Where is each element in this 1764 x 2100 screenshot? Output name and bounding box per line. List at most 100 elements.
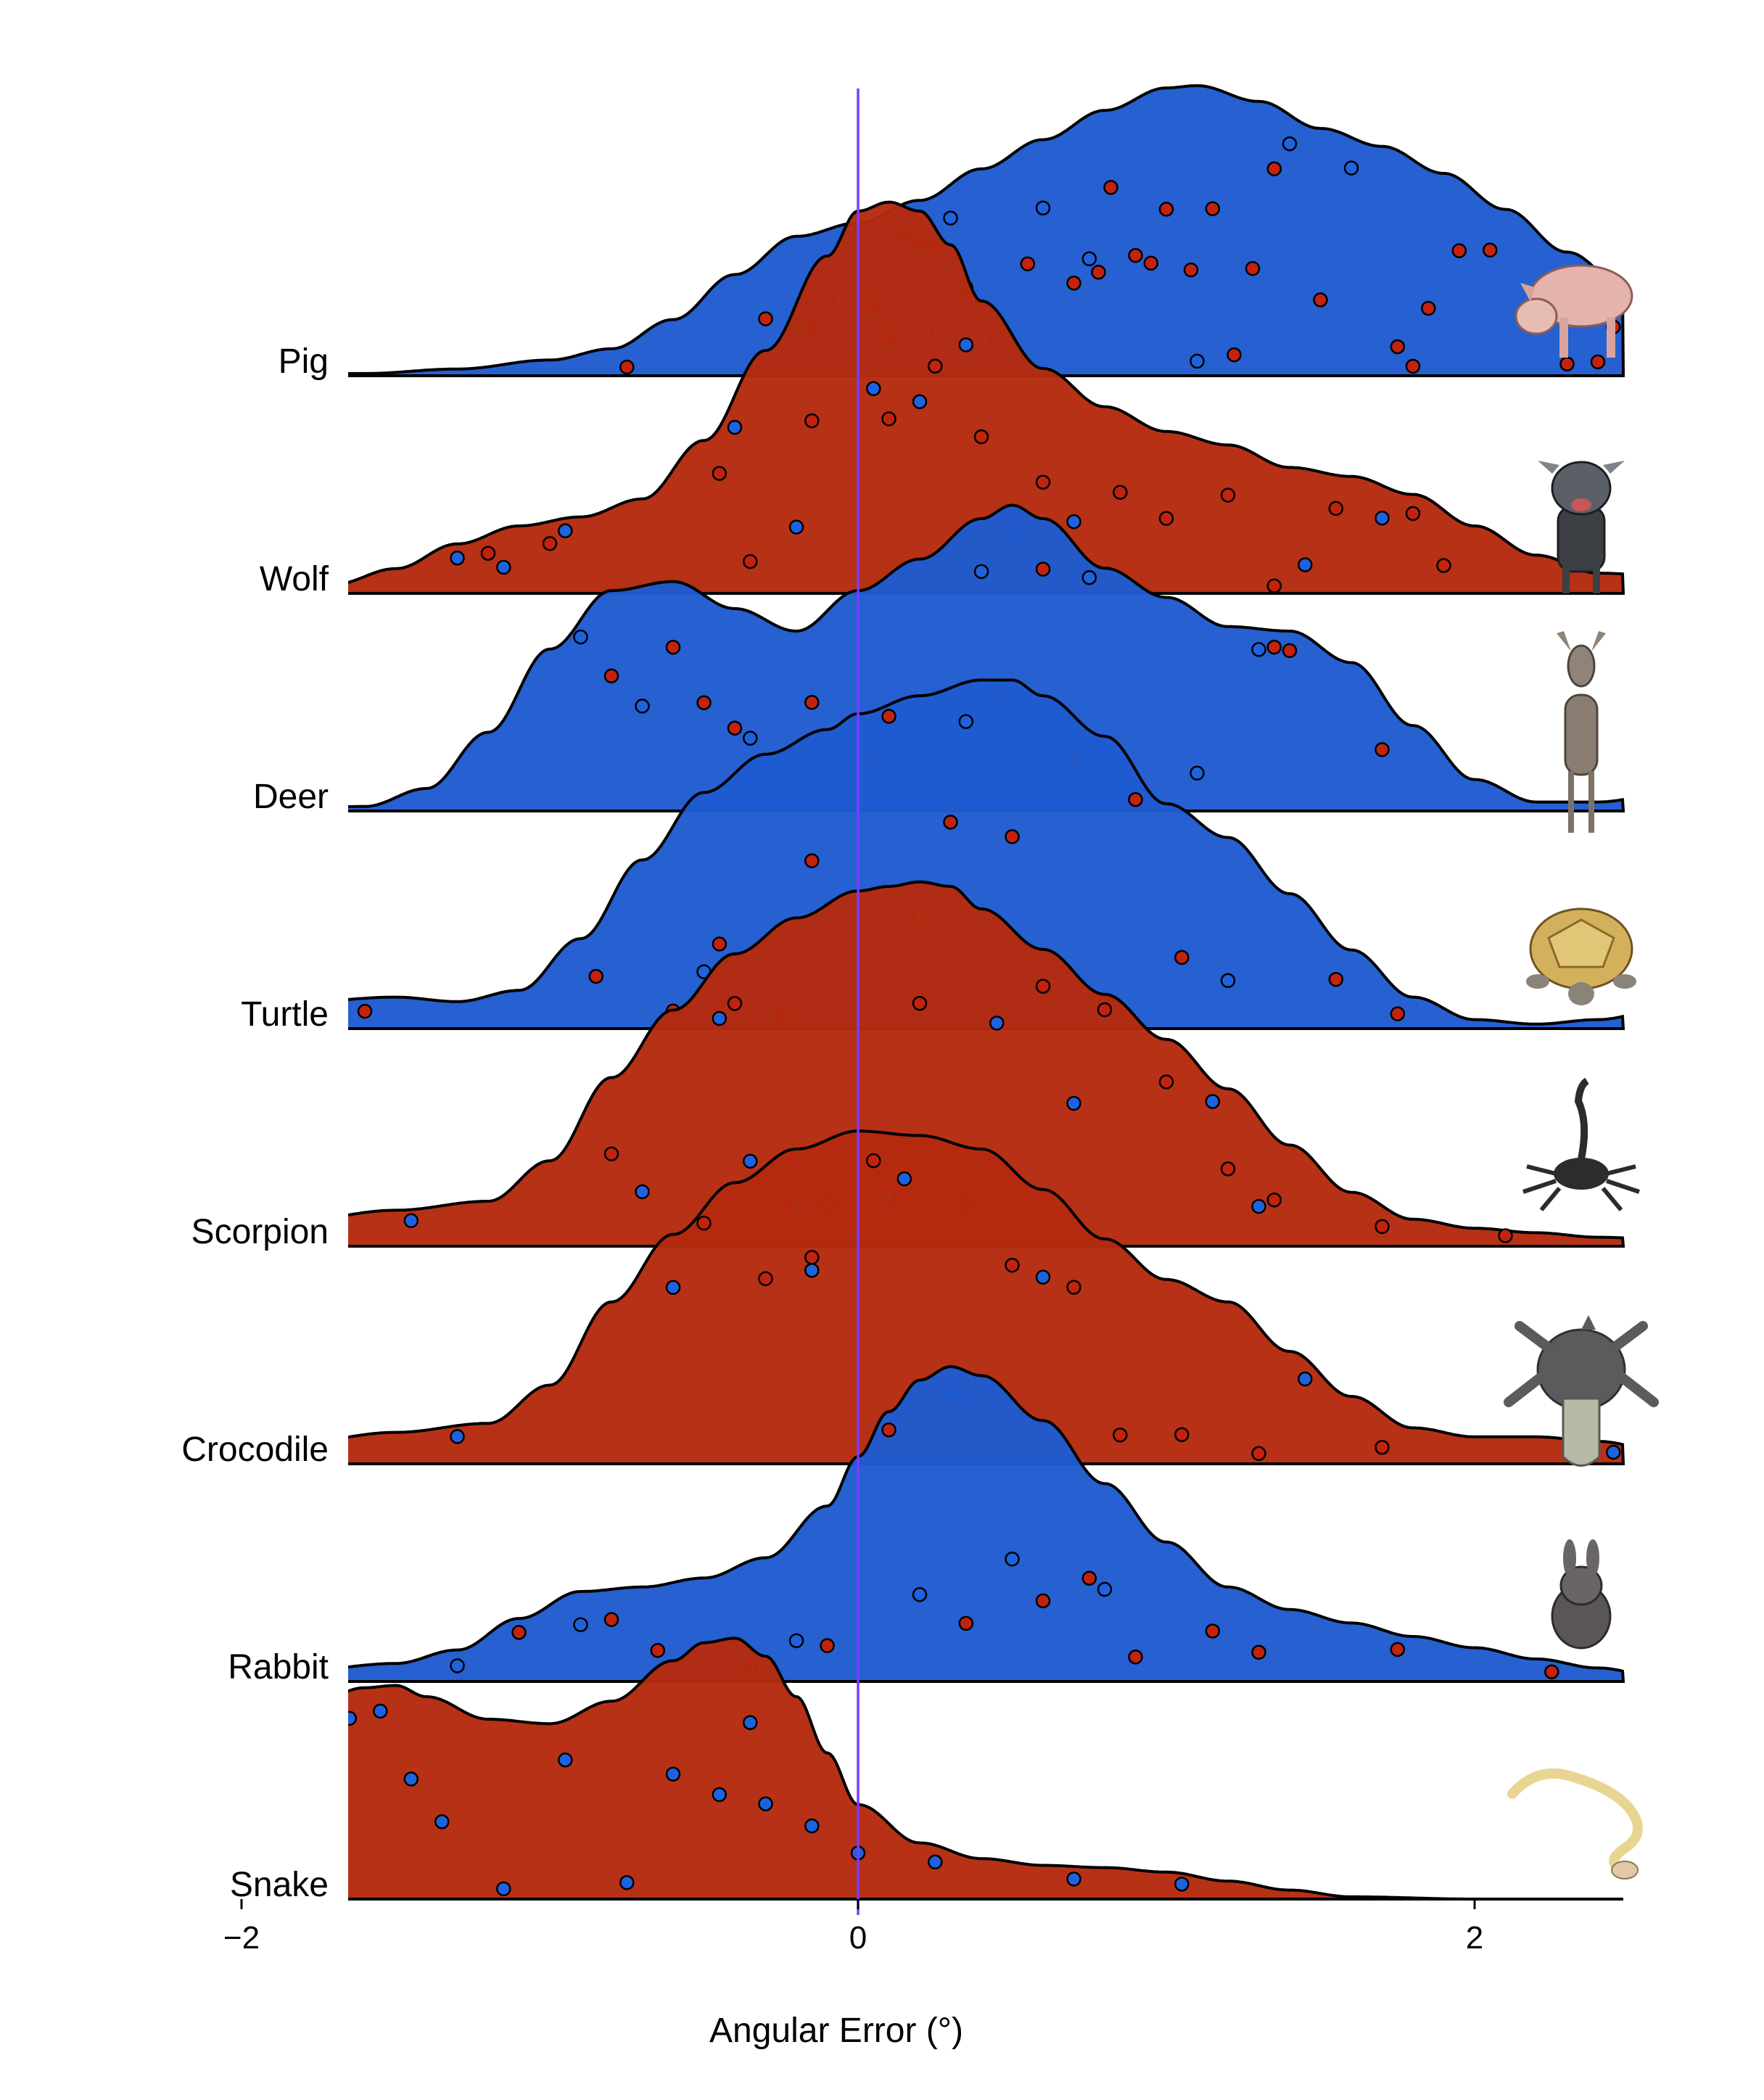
data-point — [1103, 180, 1118, 195]
data-point — [897, 1171, 912, 1187]
data-point — [312, 1724, 325, 1737]
data-point — [1298, 1371, 1313, 1387]
data-point — [1097, 1002, 1113, 1018]
data-point — [1544, 1664, 1559, 1679]
data-point — [1066, 514, 1081, 530]
data-point — [1005, 1552, 1020, 1567]
row-label: Crocodile — [181, 1430, 329, 1469]
data-point — [1183, 262, 1199, 278]
data-point — [511, 1625, 527, 1640]
data-point — [1436, 558, 1451, 573]
data-point — [866, 381, 881, 397]
data-point — [1266, 1192, 1282, 1208]
data-point — [1266, 639, 1282, 655]
data-point — [1245, 260, 1261, 276]
data-point — [912, 1587, 928, 1602]
data-point — [1035, 474, 1051, 490]
crocodile-icon — [1504, 1315, 1659, 1467]
ridge-density-area — [348, 880, 1625, 1248]
data-point — [173, 1821, 186, 1835]
ridge-density-area — [348, 503, 1625, 812]
data-point — [450, 551, 465, 566]
data-point — [1715, 797, 1728, 810]
ridge-points — [450, 337, 1451, 593]
data-point — [1227, 347, 1242, 363]
data-point — [958, 714, 974, 730]
data-point — [496, 1881, 511, 1897]
data-point — [1405, 506, 1421, 522]
data-point — [989, 1016, 1005, 1031]
data-point — [1266, 578, 1282, 593]
data-point — [1328, 971, 1344, 987]
data-point — [804, 695, 820, 710]
row-label: Turtle — [241, 995, 329, 1034]
data-point — [1374, 742, 1390, 757]
data-point — [1251, 1198, 1266, 1214]
data-point — [1390, 1006, 1406, 1021]
scorpion-icon — [1522, 1077, 1640, 1211]
data-point — [943, 815, 958, 830]
data-point — [804, 853, 820, 868]
data-point — [1746, 361, 1759, 374]
data-point — [1559, 356, 1575, 372]
data-point — [743, 553, 758, 569]
data-point — [1328, 501, 1344, 516]
data-point — [1081, 569, 1097, 585]
data-point — [1282, 136, 1298, 152]
data-point — [1606, 1444, 1621, 1460]
data-point — [1066, 1872, 1081, 1887]
data-point — [1081, 1570, 1097, 1586]
data-point — [205, 1834, 218, 1847]
data-point — [712, 466, 728, 481]
data-point — [1091, 264, 1106, 280]
ridge-density-area — [348, 678, 1625, 1030]
data-point — [1282, 643, 1298, 659]
data-point — [496, 559, 511, 575]
ridge-crocodile — [348, 1129, 1625, 1465]
ridge-deer — [348, 503, 1728, 812]
data-point — [635, 699, 650, 714]
data-point — [727, 419, 743, 435]
data-point — [973, 429, 989, 445]
data-point — [403, 1771, 419, 1787]
data-point — [758, 1271, 773, 1286]
data-point — [1220, 973, 1236, 989]
data-point — [758, 1796, 773, 1811]
ridge-scorpion — [348, 880, 1625, 1248]
data-point — [403, 1213, 419, 1229]
data-point — [696, 695, 712, 710]
data-point — [619, 359, 635, 375]
data-point — [480, 545, 496, 561]
row-label: Rabbit — [228, 1648, 329, 1687]
data-point — [1066, 1280, 1081, 1295]
data-point — [1190, 353, 1205, 369]
data-point — [373, 1703, 388, 1719]
data-point — [881, 411, 897, 427]
data-point — [542, 536, 558, 551]
deer-icon — [1557, 631, 1606, 833]
data-point — [743, 1153, 758, 1169]
data-point — [558, 1752, 573, 1768]
ridge-density-area — [348, 200, 1625, 595]
data-point — [1205, 1623, 1221, 1639]
data-point — [881, 709, 897, 724]
data-point — [1421, 300, 1436, 316]
data-point — [943, 210, 958, 226]
data-point — [1653, 361, 1666, 374]
data-point — [1374, 1439, 1390, 1455]
data-point — [912, 394, 928, 410]
data-point — [743, 1715, 758, 1730]
wolf-icon — [1538, 461, 1625, 593]
data-point — [1590, 354, 1606, 370]
data-point — [1390, 1642, 1406, 1658]
row-label: Snake — [230, 1866, 329, 1904]
x-tick-label: −2 — [223, 1920, 260, 1956]
data-point — [297, 1757, 310, 1770]
row-label: Pig — [279, 342, 329, 381]
data-point — [912, 995, 928, 1011]
data-point — [603, 1612, 619, 1627]
data-point — [635, 1184, 650, 1200]
data-point — [1205, 201, 1221, 216]
data-point — [788, 519, 804, 535]
data-point — [1374, 510, 1390, 526]
